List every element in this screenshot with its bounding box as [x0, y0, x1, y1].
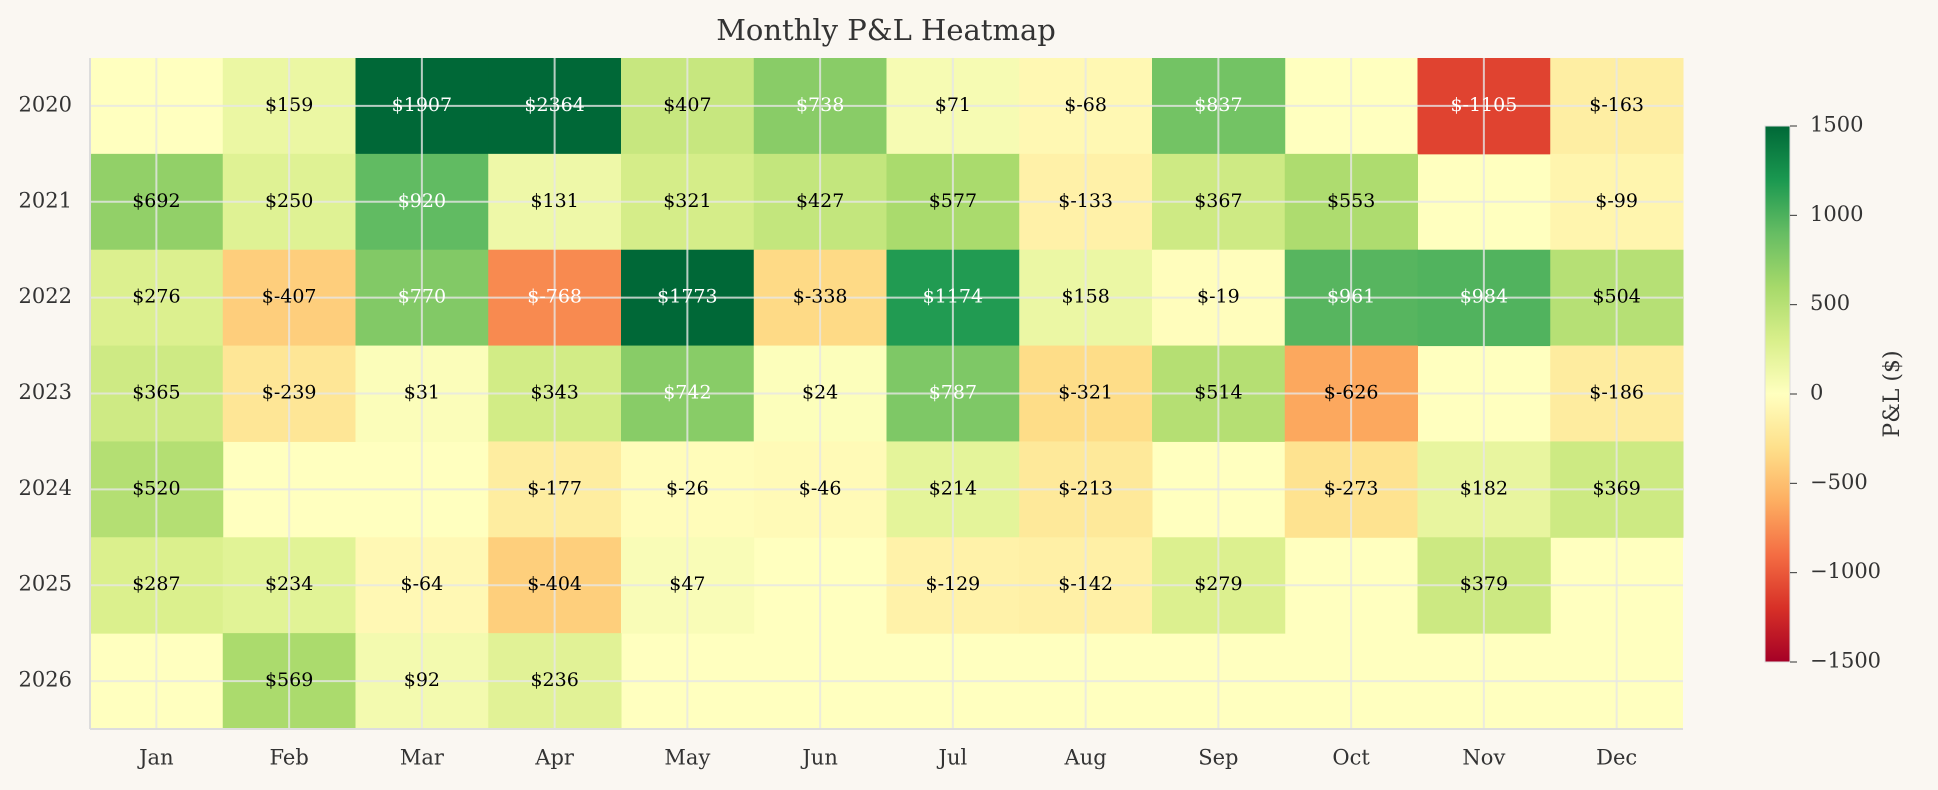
cell-label: $158 — [1061, 286, 1109, 308]
cell-label: $-68 — [1064, 94, 1107, 116]
colorbar-tick-label: 1000 — [1810, 202, 1863, 226]
cell-label: $1174 — [923, 286, 983, 308]
colorbar-tick-label: 0 — [1810, 381, 1823, 405]
cell-label: $279 — [1194, 573, 1242, 595]
cell-label: $250 — [265, 190, 313, 212]
cell-label: $1907 — [392, 94, 452, 116]
x-tick-label: May — [664, 746, 710, 770]
cell-label: $961 — [1327, 286, 1375, 308]
cell-label: $742 — [663, 382, 711, 404]
cell-label: $514 — [1194, 382, 1242, 404]
cell-label: $-129 — [925, 573, 980, 595]
cell-label: $-404 — [527, 573, 582, 595]
x-tick-label: Dec — [1596, 746, 1637, 770]
cell-label: $407 — [663, 94, 711, 116]
cell-label: $287 — [132, 573, 180, 595]
x-tick-label: Apr — [534, 746, 575, 770]
cell-label: $-177 — [527, 477, 582, 499]
cell-label: $367 — [1194, 190, 1242, 212]
cell-label: $-142 — [1058, 573, 1113, 595]
cell-label: $131 — [530, 190, 578, 212]
cell-label: $-213 — [1058, 477, 1113, 499]
cell-label: $-133 — [1058, 190, 1113, 212]
cell-label: $427 — [796, 190, 844, 212]
cell-label: $182 — [1460, 477, 1508, 499]
cell-label: $-321 — [1058, 382, 1113, 404]
cell-label: $-26 — [666, 477, 709, 499]
cell-label: $569 — [265, 669, 313, 691]
x-tick-label: Feb — [269, 746, 308, 770]
cell-label: $-768 — [527, 286, 582, 308]
cell-label: $71 — [935, 94, 971, 116]
x-tick-label: Oct — [1332, 746, 1370, 770]
cell-label: $47 — [669, 573, 705, 595]
chart-title: Monthly P&L Heatmap — [716, 13, 1056, 47]
y-tick-label: 2021 — [19, 188, 72, 212]
colorbar-tick-label: 1500 — [1810, 113, 1863, 137]
cell-label: $-99 — [1595, 190, 1638, 212]
cell-label: $-273 — [1324, 477, 1379, 499]
cell-label: $-163 — [1589, 94, 1644, 116]
cell-label: $770 — [398, 286, 446, 308]
colorbar-tick-label: −1500 — [1810, 649, 1881, 673]
cell-label: $92 — [404, 669, 440, 691]
cell-label: $692 — [132, 190, 180, 212]
colorbar — [1764, 125, 1791, 663]
cell-label: $-239 — [262, 382, 317, 404]
cell-label: $-46 — [799, 477, 842, 499]
cell-label: $837 — [1194, 94, 1242, 116]
x-tick-label: Sep — [1198, 746, 1238, 770]
cell-label: $1773 — [657, 286, 717, 308]
colorbar-tick-label: −500 — [1810, 470, 1868, 494]
y-tick-label: 2024 — [19, 476, 72, 500]
colorbar-tick-label: 500 — [1810, 291, 1850, 315]
cell-label: $379 — [1460, 573, 1508, 595]
cell-label: $-64 — [401, 573, 444, 595]
colorbar-label: P&L ($) — [1880, 350, 1905, 437]
cell-label: $738 — [796, 94, 844, 116]
cell-label: $369 — [1592, 477, 1640, 499]
cell-label: $214 — [929, 477, 977, 499]
cell-label: $365 — [132, 382, 180, 404]
y-tick-label: 2025 — [19, 572, 72, 596]
cell-label: $236 — [530, 669, 578, 691]
x-tick-label: Mar — [400, 746, 445, 770]
cell-label: $159 — [265, 94, 313, 116]
y-tick-label: 2020 — [19, 92, 72, 116]
cell-label: $-186 — [1589, 382, 1644, 404]
cell-label: $504 — [1592, 286, 1640, 308]
cell-label: $234 — [265, 573, 313, 595]
cell-label: $24 — [802, 382, 838, 404]
cell-label: $787 — [929, 382, 977, 404]
x-tick-label: Jan — [137, 746, 173, 770]
cell-label: $-19 — [1197, 286, 1240, 308]
cell-label: $-1105 — [1450, 94, 1517, 116]
cell-label: $520 — [132, 477, 180, 499]
y-tick-label: 2026 — [19, 668, 72, 692]
cell-label: $920 — [398, 190, 446, 212]
x-tick-label: Jul — [937, 746, 968, 770]
y-tick-label: 2023 — [19, 380, 72, 404]
cell-label: $321 — [663, 190, 711, 212]
colorbar-tick-label: −1000 — [1810, 559, 1881, 583]
cell-label: $-626 — [1324, 382, 1379, 404]
x-tick-label: Jun — [800, 746, 837, 770]
cell-label: $2364 — [524, 94, 584, 116]
cell-label: $984 — [1460, 286, 1508, 308]
cell-label: $31 — [404, 382, 440, 404]
x-tick-label: Aug — [1064, 746, 1107, 770]
x-tick-label: Nov — [1462, 746, 1505, 770]
cell-label: $577 — [929, 190, 977, 212]
cell-label: $343 — [530, 382, 578, 404]
cell-label: $553 — [1327, 190, 1375, 212]
cell-label: $-338 — [793, 286, 848, 308]
cell-label: $-407 — [262, 286, 317, 308]
y-tick-label: 2022 — [19, 284, 72, 308]
cell-label: $276 — [132, 286, 180, 308]
